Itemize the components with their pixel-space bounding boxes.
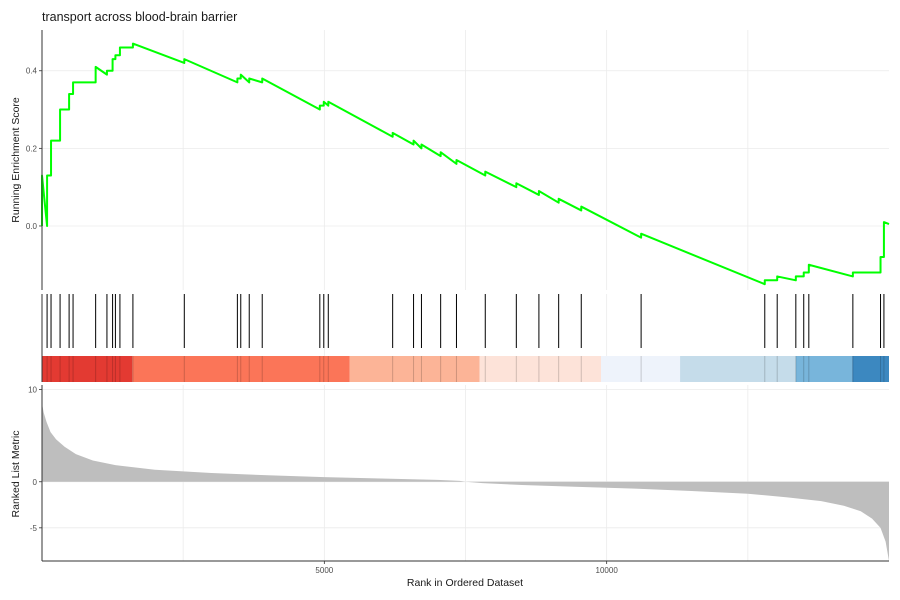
color-band-segment bbox=[795, 356, 853, 382]
x-axis-label: Rank in Ordered Dataset bbox=[407, 577, 523, 589]
y-tick-label: -5 bbox=[30, 524, 38, 533]
x-axis: 5000 10000 bbox=[42, 560, 889, 575]
y-tick-label: 0.0 bbox=[26, 222, 38, 231]
hit-positions-panel bbox=[41, 294, 889, 382]
color-band-segment bbox=[479, 356, 602, 382]
ranked-metric-area bbox=[42, 403, 889, 561]
x-tick-label: 10000 bbox=[596, 566, 619, 575]
color-band-segment bbox=[349, 356, 480, 382]
color-band-segment bbox=[601, 356, 681, 382]
y-tick-label: 10 bbox=[28, 386, 37, 395]
chart-title: transport across blood-brain barrier bbox=[42, 10, 237, 24]
x-tick-label: 5000 bbox=[315, 566, 333, 575]
running-enrichment-ylabel: Running Enrichment Score bbox=[10, 97, 22, 223]
y-tick-label: 0 bbox=[33, 478, 38, 487]
running-enrichment-panel: 0.0 0.2 0.4 bbox=[26, 30, 890, 290]
y-tick-label: 0.2 bbox=[26, 144, 38, 153]
color-band-segment bbox=[852, 356, 889, 382]
ranked-metric-ylabel: Ranked List Metric bbox=[10, 431, 22, 518]
running-score-line bbox=[41, 42, 890, 286]
color-band-segment bbox=[680, 356, 796, 382]
ranked-list-metric-panel: -5 0 10 bbox=[28, 385, 889, 561]
color-band-segment bbox=[42, 356, 133, 382]
y-tick-label: 0.4 bbox=[26, 67, 38, 76]
color-band-segment bbox=[132, 356, 350, 382]
